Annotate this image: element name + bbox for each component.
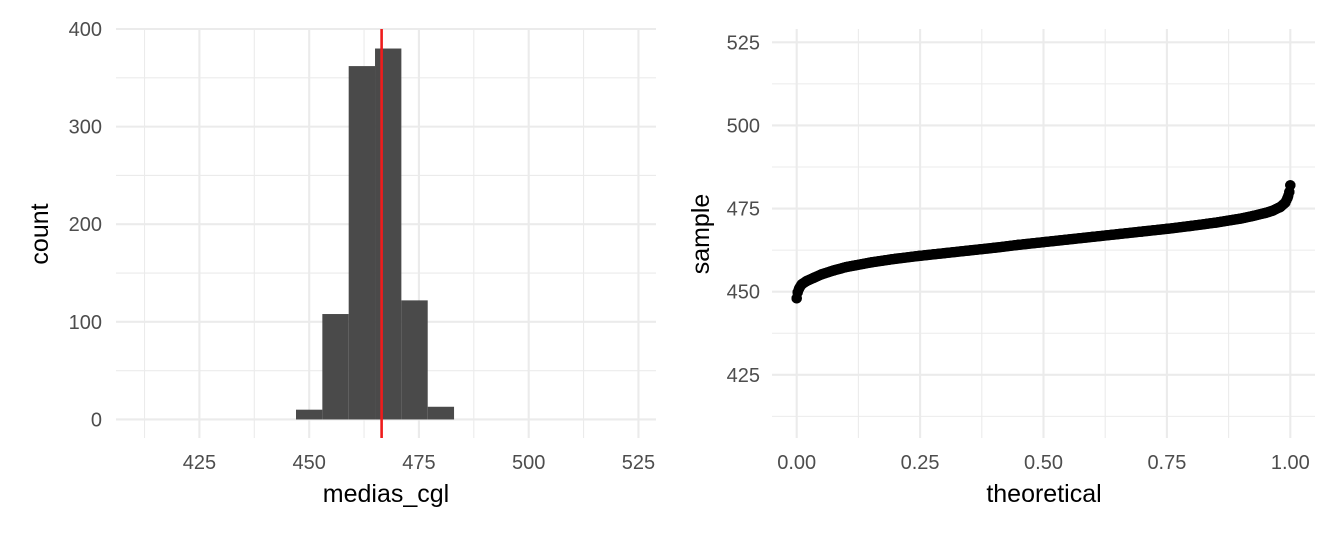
qq-point bbox=[890, 253, 901, 264]
qq-point bbox=[816, 269, 827, 280]
histogram-y-tick-label: 400 bbox=[69, 19, 102, 41]
qq-y-tick-label: 500 bbox=[727, 115, 760, 137]
histogram-x-tick-label: 450 bbox=[292, 452, 325, 474]
histogram-x-axis-title: medias_cgl bbox=[323, 480, 449, 508]
qq-point bbox=[1137, 226, 1148, 237]
qq-panel: 0.00 0.25 0.50 0.75 1.00 425 450 475 500 525 the… bbox=[687, 29, 1315, 508]
qq-point bbox=[1038, 236, 1049, 248]
histogram-panel: 425 450 475 500 525 0 100 200 300 400 medias_cgl… bbox=[26, 19, 656, 508]
histogram-bar bbox=[427, 406, 455, 420]
qq-y-tick-label: 475 bbox=[727, 199, 760, 221]
qq-x-axis-title: theoretical bbox=[986, 480, 1101, 508]
histogram-y-tick-label: 100 bbox=[69, 312, 102, 334]
qq-point bbox=[1161, 223, 1173, 235]
histogram-x-tick-label: 500 bbox=[512, 452, 545, 474]
qq-point bbox=[914, 250, 926, 261]
histogram-y-tick-label: 0 bbox=[91, 409, 102, 431]
histogram-bar bbox=[401, 300, 428, 420]
histogram-bar bbox=[375, 48, 402, 420]
qq-y-tick-labels: 425 450 475 500 525 bbox=[727, 32, 760, 387]
histogram-bars bbox=[296, 48, 455, 420]
qq-x-tick-labels: 0.00 0.25 0.50 0.75 1.00 bbox=[777, 452, 1310, 474]
histogram-x-tick-label: 525 bbox=[622, 452, 655, 474]
qq-y-tick-label: 425 bbox=[727, 365, 760, 387]
histogram-x-tick-label: 475 bbox=[402, 452, 435, 474]
histogram-y-tick-labels: 0 100 200 300 400 bbox=[69, 19, 102, 431]
qq-point bbox=[1013, 239, 1025, 251]
qq-y-tick-label: 450 bbox=[727, 282, 760, 304]
qq-point bbox=[828, 265, 839, 276]
qq-point bbox=[964, 245, 975, 256]
histogram-x-tick-label: 425 bbox=[183, 452, 216, 474]
qq-points bbox=[791, 180, 1296, 304]
qq-point bbox=[1112, 228, 1123, 240]
qq-y-axis-title: sample bbox=[687, 194, 715, 275]
histogram-y-tick-label: 200 bbox=[69, 214, 102, 236]
qq-point bbox=[1211, 217, 1222, 228]
histogram-bar bbox=[296, 409, 323, 420]
qq-point bbox=[939, 247, 950, 259]
histogram-y-axis-title: count bbox=[26, 203, 54, 264]
qq-x-tick-label: 0.25 bbox=[901, 452, 940, 474]
qq-x-tick-label: 0.50 bbox=[1024, 452, 1063, 474]
histogram-bar bbox=[348, 66, 376, 420]
qq-point bbox=[840, 261, 852, 273]
qq-point bbox=[1087, 231, 1099, 243]
qq-x-tick-label: 0.75 bbox=[1147, 452, 1186, 474]
qq-point bbox=[1186, 220, 1197, 232]
histogram-bar bbox=[322, 314, 349, 420]
qq-y-tick-label: 525 bbox=[727, 32, 760, 54]
qq-gridlines bbox=[772, 29, 1315, 438]
qq-point bbox=[1235, 213, 1247, 224]
histogram-y-tick-label: 300 bbox=[69, 117, 102, 139]
qq-point bbox=[1062, 234, 1074, 245]
qq-x-tick-label: 0.00 bbox=[777, 452, 816, 474]
qq-point bbox=[1285, 180, 1296, 191]
qq-x-tick-label: 1.00 bbox=[1271, 452, 1310, 474]
qq-point bbox=[865, 257, 876, 268]
qq-point bbox=[988, 242, 1000, 253]
histogram-x-tick-labels: 425 450 475 500 525 bbox=[183, 452, 655, 474]
qq-point bbox=[1248, 210, 1259, 222]
